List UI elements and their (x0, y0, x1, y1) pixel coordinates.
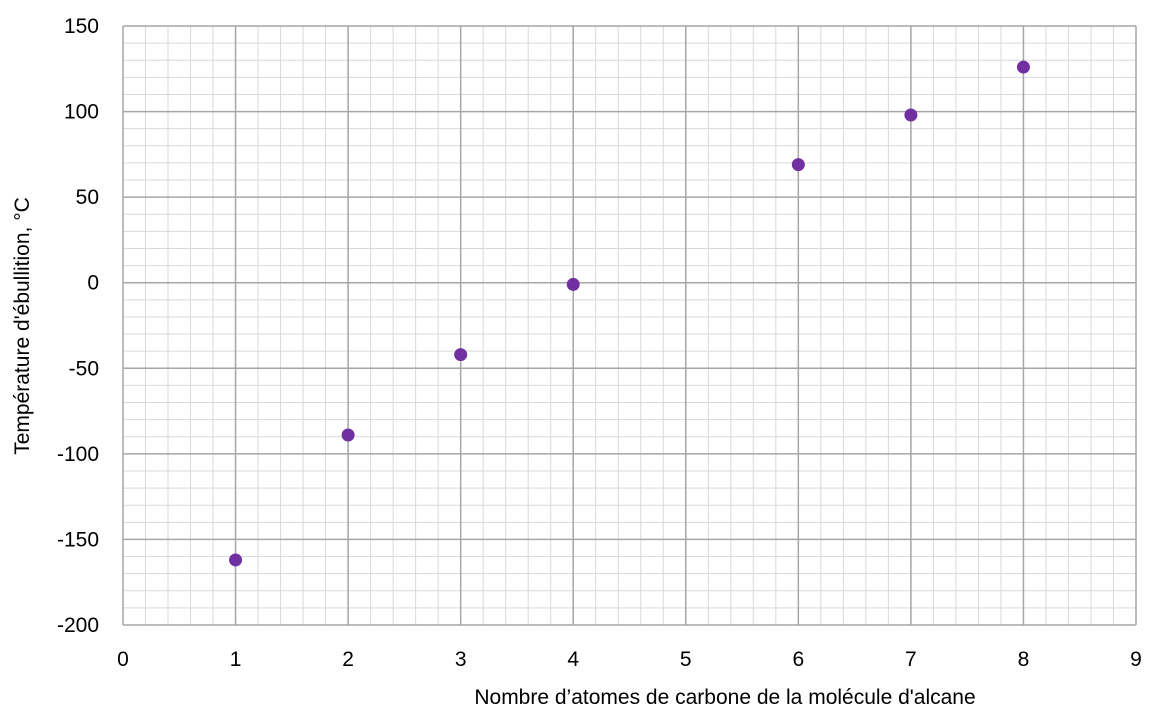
x-tick-labels: 0 1 2 3 4 5 6 7 8 9 (117, 648, 1142, 671)
x-tick-label: 3 (455, 648, 467, 671)
minor-grid (123, 26, 1136, 625)
data-point (229, 553, 243, 567)
y-tick-label: 0 (87, 272, 99, 295)
y-tick-label: 100 (64, 101, 99, 124)
data-point (566, 277, 580, 291)
y-tick-label: -150 (57, 528, 99, 551)
major-grid (122, 25, 1137, 626)
data-point (341, 428, 355, 442)
data-point (454, 348, 468, 362)
y-axis-label: Température d'ébullition, °C (11, 197, 34, 455)
y-tick-label: -100 (57, 443, 99, 466)
x-tick-label: 6 (792, 648, 804, 671)
y-tick-labels: -200 -150 -100 -50 0 50 100 150 (57, 15, 99, 637)
x-tick-label: 9 (1130, 648, 1142, 671)
x-tick-label: 1 (230, 648, 242, 671)
x-tick-label: 5 (680, 648, 692, 671)
y-tick-label: -200 (57, 614, 99, 637)
data-point (791, 158, 805, 172)
y-tick-label: 50 (76, 186, 99, 209)
data-point (1016, 60, 1030, 74)
x-tick-label: 8 (1018, 648, 1030, 671)
data-point (904, 108, 918, 122)
x-axis-label: Nombre d’atomes de carbone de la molécul… (474, 686, 975, 709)
x-tick-label: 4 (567, 648, 579, 671)
x-tick-label: 2 (342, 648, 354, 671)
x-tick-label: 7 (905, 648, 917, 671)
x-tick-label: 0 (117, 648, 129, 671)
y-tick-label: -50 (69, 357, 99, 380)
data-points (229, 60, 1030, 567)
y-tick-label: 150 (64, 15, 99, 38)
